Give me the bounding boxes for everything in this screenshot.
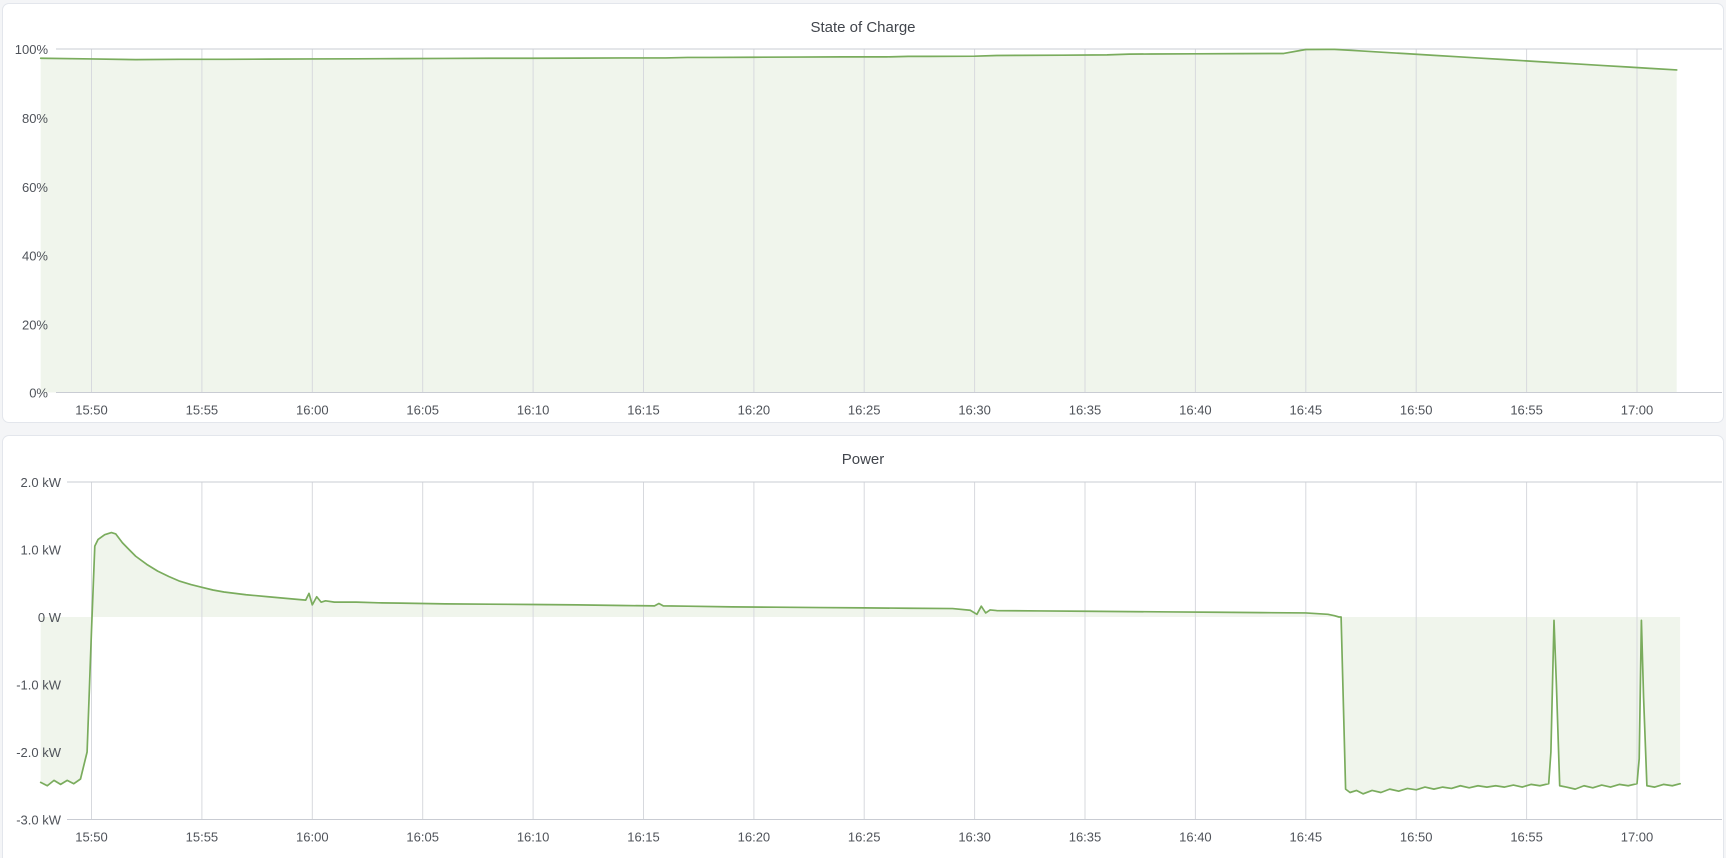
svg-text:16:15: 16:15 bbox=[627, 403, 660, 418]
svg-text:15:55: 15:55 bbox=[186, 403, 219, 418]
svg-text:16:05: 16:05 bbox=[406, 830, 439, 845]
svg-text:16:00: 16:00 bbox=[296, 830, 329, 845]
svg-text:16:15: 16:15 bbox=[627, 830, 660, 845]
svg-text:20%: 20% bbox=[22, 318, 48, 333]
svg-text:16:35: 16:35 bbox=[1069, 403, 1102, 418]
svg-text:16:30: 16:30 bbox=[958, 830, 991, 845]
svg-text:16:25: 16:25 bbox=[848, 830, 881, 845]
svg-text:16:05: 16:05 bbox=[406, 403, 439, 418]
svg-text:17:00: 17:00 bbox=[1621, 403, 1654, 418]
svg-text:16:55: 16:55 bbox=[1510, 830, 1543, 845]
svg-text:0 W: 0 W bbox=[38, 610, 62, 625]
svg-text:16:40: 16:40 bbox=[1179, 830, 1212, 845]
svg-text:15:50: 15:50 bbox=[75, 830, 108, 845]
svg-text:16:45: 16:45 bbox=[1290, 403, 1323, 418]
svg-text:-2.0 kW: -2.0 kW bbox=[16, 745, 62, 760]
svg-text:60%: 60% bbox=[22, 180, 48, 195]
svg-text:-1.0 kW: -1.0 kW bbox=[16, 678, 62, 693]
svg-text:80%: 80% bbox=[22, 111, 48, 126]
svg-text:15:55: 15:55 bbox=[186, 830, 219, 845]
svg-text:1.0 kW: 1.0 kW bbox=[21, 543, 62, 558]
svg-text:16:55: 16:55 bbox=[1510, 403, 1543, 418]
svg-text:40%: 40% bbox=[22, 249, 48, 264]
svg-text:15:50: 15:50 bbox=[75, 403, 108, 418]
svg-text:16:20: 16:20 bbox=[738, 830, 771, 845]
svg-text:17:00: 17:00 bbox=[1621, 830, 1654, 845]
svg-text:2.0 kW: 2.0 kW bbox=[21, 475, 62, 490]
svg-text:16:50: 16:50 bbox=[1400, 830, 1433, 845]
svg-text:16:10: 16:10 bbox=[517, 830, 550, 845]
svg-text:16:30: 16:30 bbox=[958, 403, 991, 418]
svg-text:100%: 100% bbox=[15, 42, 49, 57]
svg-text:16:10: 16:10 bbox=[517, 403, 550, 418]
svg-text:-3.0 kW: -3.0 kW bbox=[16, 813, 62, 828]
svg-text:16:20: 16:20 bbox=[738, 403, 771, 418]
svg-text:0%: 0% bbox=[29, 386, 48, 401]
svg-text:16:40: 16:40 bbox=[1179, 403, 1212, 418]
svg-text:16:25: 16:25 bbox=[848, 403, 881, 418]
svg-text:16:45: 16:45 bbox=[1290, 830, 1323, 845]
svg-text:16:00: 16:00 bbox=[296, 403, 329, 418]
svg-text:16:35: 16:35 bbox=[1069, 830, 1102, 845]
svg-text:16:50: 16:50 bbox=[1400, 403, 1433, 418]
